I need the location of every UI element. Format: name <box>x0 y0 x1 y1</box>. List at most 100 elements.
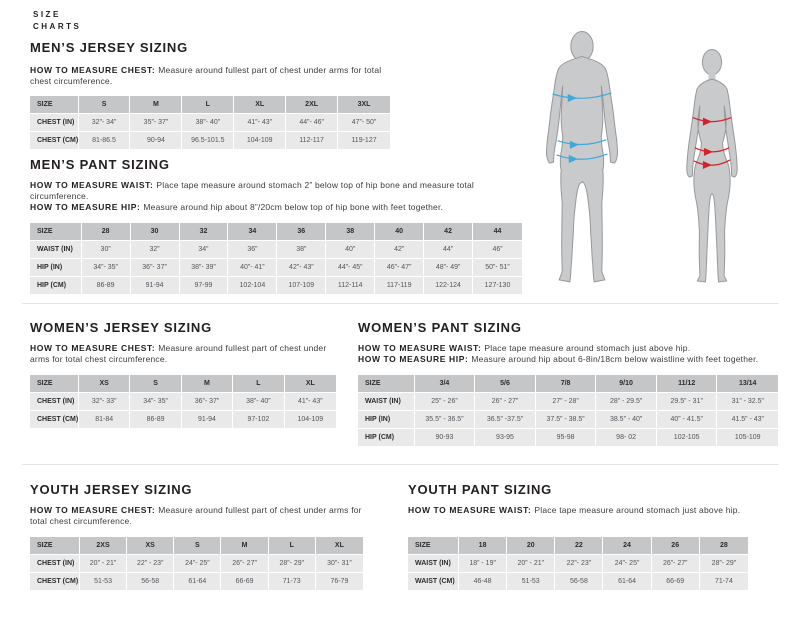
table-cell: 42” <box>375 240 425 259</box>
row-label: WAIST (CM) <box>408 573 459 590</box>
section-heading: MEN’S JERSEY SIZING <box>30 40 188 55</box>
table-row: WAIST (IN) 18” - 19” 20” - 21” 22”- 23” 24”-… <box>408 555 748 573</box>
howto-line: HOW TO MEASURE HIP: Measure around hip a… <box>30 202 444 213</box>
table-cell: 56-58 <box>127 573 175 590</box>
howto-label: HOW TO MEASURE HIP: <box>30 202 144 213</box>
howto-label: HOW TO MEASURE CHEST: <box>30 505 159 515</box>
howto-line: HOW TO MEASURE CHEST: Measure around ful… <box>30 65 382 87</box>
table-cell: 30” <box>81 240 131 259</box>
row-label: CHEST (IN) <box>30 393 79 411</box>
page-title-line1: SIZE <box>33 10 61 19</box>
table-cell: 24”- 25” <box>603 555 652 573</box>
table-cell: 71-73 <box>268 573 316 590</box>
table-row: CHEST (IN) 32”- 33” 34”- 35” 36”- 37” 38”- 4… <box>30 393 336 411</box>
table-cell: 107-109 <box>277 276 327 294</box>
row-label: HIP (IN) <box>358 411 415 429</box>
size-value-header: M <box>130 96 183 115</box>
section-heading: WOMEN’S PANT SIZING <box>358 320 522 335</box>
table-cell: 22” - 23” <box>127 555 175 573</box>
youth-jersey-size-table: SIZE 2XS XS S M L XL CHEST (IN) 20” - 21” 22” - 2… <box>30 537 363 590</box>
table-cell: 20” - 21” <box>507 555 556 573</box>
row-label: CHEST (CM) <box>30 573 80 590</box>
table-cell: 46” <box>473 240 522 259</box>
table-cell: 81-84 <box>78 411 131 428</box>
size-column-header: SIZE <box>30 96 79 115</box>
size-value-header: 3XL <box>338 96 390 115</box>
table-cell: 48”- 49” <box>424 258 474 277</box>
table-cell: 36” <box>228 240 278 259</box>
table-cell: 91-94 <box>130 276 180 294</box>
size-value-header: 26 <box>651 537 700 555</box>
table-cell: 86-89 <box>81 276 131 294</box>
table-cell: 98- 02 <box>596 429 657 446</box>
size-value-header: 34 <box>228 222 278 241</box>
table-header-row: SIZE 18 20 22 24 26 28 <box>408 537 748 555</box>
mens-pant-size-table: SIZE 28 30 32 34 36 38 40 42 44 WAIST (IN) 30” 32” 34… <box>30 222 522 294</box>
male-measurement-lines <box>552 92 612 160</box>
row-label: WAIST (IN) <box>408 555 459 573</box>
table-cell: 28”- 29” <box>699 555 748 573</box>
howto-text: HOW TO MEASURE CHEST: Measure around ful… <box>30 505 363 528</box>
table-cell: 44”- 45” <box>326 258 376 277</box>
page-title: SIZE CHARTS <box>33 9 81 32</box>
table-cell: 40” <box>326 240 376 259</box>
size-value-header: XL <box>284 375 336 393</box>
howto-label: HOW TO MEASURE CHEST: <box>30 65 159 75</box>
size-column-header: SIZE <box>30 222 82 241</box>
size-value-header: 40 <box>375 222 425 241</box>
howto-line: HOW TO MEASURE HIP: Measure around hip a… <box>358 354 759 365</box>
page-title-line2: CHARTS <box>33 21 82 31</box>
size-value-header: 2XS <box>79 537 128 555</box>
table-cell: 66-69 <box>651 573 700 590</box>
table-cell: 32” <box>130 240 180 259</box>
size-value-header: 7/8 <box>535 375 597 393</box>
table-cell: 20” - 21” <box>79 555 128 573</box>
section-mens-jersey: MEN’S JERSEY SIZING HOW TO MEASURE CHEST… <box>30 40 390 150</box>
size-value-header: 18 <box>459 537 508 555</box>
hip-arrow-icon <box>568 154 578 164</box>
table-cell: 127-130 <box>473 276 522 294</box>
table-cell: 46”- 47” <box>375 258 425 277</box>
table-cell: 122-124 <box>424 276 474 294</box>
table-cell: 38” <box>277 240 327 259</box>
table-cell: 40”- 41” <box>228 258 278 277</box>
table-cell: 76-79 <box>315 573 363 590</box>
table-cell: 51-53 <box>507 573 556 590</box>
table-cell: 93-95 <box>475 429 536 446</box>
table-cell: 26”- 27” <box>651 555 700 573</box>
howto-text: HOW TO MEASURE WAIST: Place tape measure… <box>408 505 748 528</box>
table-cell: 50”- 51” <box>473 258 522 277</box>
howto-line: HOW TO MEASURE WAIST: Place tape measure… <box>408 505 741 515</box>
female-neck <box>708 69 716 82</box>
section-divider <box>22 464 779 465</box>
table-header-row: SIZE XS S M L XL <box>30 375 336 393</box>
table-cell: 105-109 <box>717 429 778 446</box>
waist-measure-line <box>557 139 607 146</box>
hip-arrow-icon <box>702 160 712 170</box>
size-value-header: S <box>130 375 182 393</box>
table-cell: 25” - 26” <box>414 393 476 411</box>
section-divider <box>22 303 779 304</box>
row-label: HIP (IN) <box>30 258 82 277</box>
waist-arrow-icon <box>569 140 579 149</box>
size-value-header: M <box>221 537 269 555</box>
row-label: WAIST (IN) <box>358 393 415 411</box>
table-cell: 36”- 37” <box>130 258 180 277</box>
female-figure <box>686 49 738 283</box>
male-measurement-arrows <box>567 93 579 164</box>
male-body <box>545 55 619 283</box>
hip-measure-line <box>556 153 608 160</box>
table-cell: 90-93 <box>414 429 476 446</box>
size-column-header: SIZE <box>30 375 79 393</box>
table-cell: 38”- 40” <box>182 114 235 133</box>
table-cell: 36.5” -37.5” <box>475 411 536 429</box>
table-cell: 51-53 <box>79 573 128 590</box>
section-heading: MEN’S PANT SIZING <box>30 157 170 172</box>
table-row: HIP (IN) 35.5” - 36.5” 36.5” -37.5” 37.5” -… <box>358 411 778 429</box>
womens-pant-size-table: SIZE 3/4 5/6 7/8 9/10 11/12 13/14 WAIST (IN) 25”… <box>358 375 778 446</box>
size-value-header: S <box>78 96 131 115</box>
size-value-header: XS <box>78 375 131 393</box>
hip-measure-line <box>693 159 731 166</box>
table-cell: 18” - 19” <box>459 555 508 573</box>
row-label: CHEST (IN) <box>30 114 79 133</box>
